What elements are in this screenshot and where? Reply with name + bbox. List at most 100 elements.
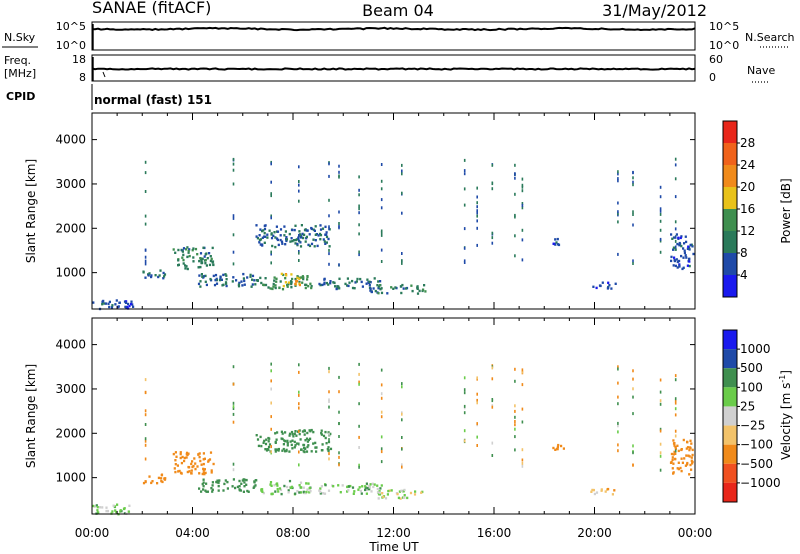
heatmap-cell xyxy=(372,485,375,489)
heatmap-cell xyxy=(290,286,293,289)
heatmap-cell xyxy=(521,368,524,372)
heatmap-cell xyxy=(253,279,256,282)
colorbar-segment xyxy=(723,482,737,502)
heatmap-cell xyxy=(222,273,225,277)
heatmap-cell xyxy=(400,291,403,295)
heatmap-cell xyxy=(214,278,217,282)
y-tick-label: 2000 xyxy=(55,426,86,440)
heatmap-cell xyxy=(270,236,274,240)
heatmap-cell xyxy=(177,263,180,266)
heatmap-cell xyxy=(659,427,662,431)
heatmap-cell xyxy=(284,450,287,453)
heatmap-cell xyxy=(209,277,212,281)
heatmap-cell xyxy=(281,288,285,291)
heatmap-cell xyxy=(144,413,147,417)
heatmap-cell xyxy=(291,239,294,243)
heatmap-cell xyxy=(205,482,208,485)
heatmap-cell xyxy=(378,490,381,493)
heatmap-cell xyxy=(358,232,360,236)
heatmap-cell xyxy=(210,471,213,474)
heatmap-cell xyxy=(476,201,478,205)
heatmap-cell xyxy=(339,491,342,494)
heatmap-cell xyxy=(261,488,264,491)
heatmap-cell xyxy=(240,482,243,485)
heatmap-cell xyxy=(188,248,191,251)
heatmap-cell xyxy=(463,261,466,264)
colorbar-tick-label: 500 xyxy=(740,361,763,375)
heatmap-cell xyxy=(298,250,300,253)
heatmap-cell xyxy=(659,454,662,458)
heatmap-cell xyxy=(299,233,302,236)
heatmap-cell xyxy=(175,455,178,458)
heatmap-cell xyxy=(632,444,634,448)
heatmap-cell xyxy=(198,274,201,277)
heatmap-cell xyxy=(164,477,167,480)
heatmap-cell xyxy=(285,236,288,239)
colorbar-segment xyxy=(723,275,737,297)
heatmap-cell xyxy=(278,487,282,490)
heatmap-cell xyxy=(328,214,330,218)
heatmap-cell xyxy=(323,281,326,284)
heatmap-cell xyxy=(295,279,298,283)
heatmap-cell xyxy=(659,185,662,189)
heatmap-cell xyxy=(190,472,193,475)
colorbar-tick-label: 16 xyxy=(740,202,755,216)
heatmap-cell xyxy=(299,241,302,244)
heatmap-cell xyxy=(288,232,291,236)
heatmap-cell xyxy=(323,492,327,495)
heatmap-cell xyxy=(291,439,294,442)
heatmap-cell xyxy=(154,274,157,277)
heatmap-cell xyxy=(328,227,330,231)
heatmap-cell xyxy=(185,451,189,455)
heatmap-cell xyxy=(142,481,146,485)
heatmap-cell xyxy=(380,484,383,487)
heatmap-cell xyxy=(201,482,204,486)
heatmap-cell xyxy=(309,437,312,440)
heatmap-cell xyxy=(401,261,403,265)
heatmap-cell xyxy=(678,265,681,268)
heatmap-cell xyxy=(211,260,215,263)
heatmap-cell xyxy=(683,457,686,460)
heatmap-cell xyxy=(380,415,383,419)
heatmap-cell xyxy=(280,430,283,433)
heatmap-cell xyxy=(463,187,466,191)
heatmap-cell xyxy=(401,191,403,195)
heatmap-cell xyxy=(144,190,147,193)
heatmap-cell xyxy=(346,284,349,287)
heatmap-cell xyxy=(686,461,689,465)
heatmap-cell xyxy=(160,479,163,483)
heatmap-cell xyxy=(202,485,205,488)
heatmap-cell xyxy=(398,490,401,493)
heatmap-cell xyxy=(192,247,195,250)
heatmap-cell xyxy=(521,238,524,242)
heatmap-cell xyxy=(364,485,367,488)
heatmap-cell xyxy=(617,212,619,216)
heatmap-cell xyxy=(632,262,634,265)
heatmap-cell xyxy=(358,465,360,469)
heatmap-cell xyxy=(270,450,272,454)
heatmap-cell xyxy=(328,405,330,409)
heatmap-cell xyxy=(291,447,294,450)
heatmap-cell xyxy=(217,481,220,484)
heatmap-cell xyxy=(285,239,288,243)
heatmap-cell xyxy=(358,362,360,366)
heatmap-cell xyxy=(397,496,400,500)
heatmap-cell xyxy=(302,276,305,279)
heatmap-cell xyxy=(380,450,383,454)
heatmap-cell xyxy=(298,363,300,367)
heatmap-cell xyxy=(680,244,683,248)
heatmap-cell xyxy=(683,242,686,245)
heatmap-cell xyxy=(556,447,559,451)
heatmap-cell xyxy=(298,429,301,432)
heatmap-cell xyxy=(198,487,201,490)
heatmap-cell xyxy=(232,214,235,218)
heatmap-cell xyxy=(249,275,252,278)
x-tick-label: 04:00 xyxy=(175,526,210,540)
y-tick-label: 4000 xyxy=(55,338,86,352)
heatmap-cell xyxy=(632,369,634,373)
heatmap-cell xyxy=(682,438,685,442)
colorbar-tick-label: 8 xyxy=(740,246,748,260)
y-tick-label: 3000 xyxy=(55,177,86,191)
heatmap-cell xyxy=(514,404,516,408)
heatmap-cell xyxy=(273,276,276,279)
